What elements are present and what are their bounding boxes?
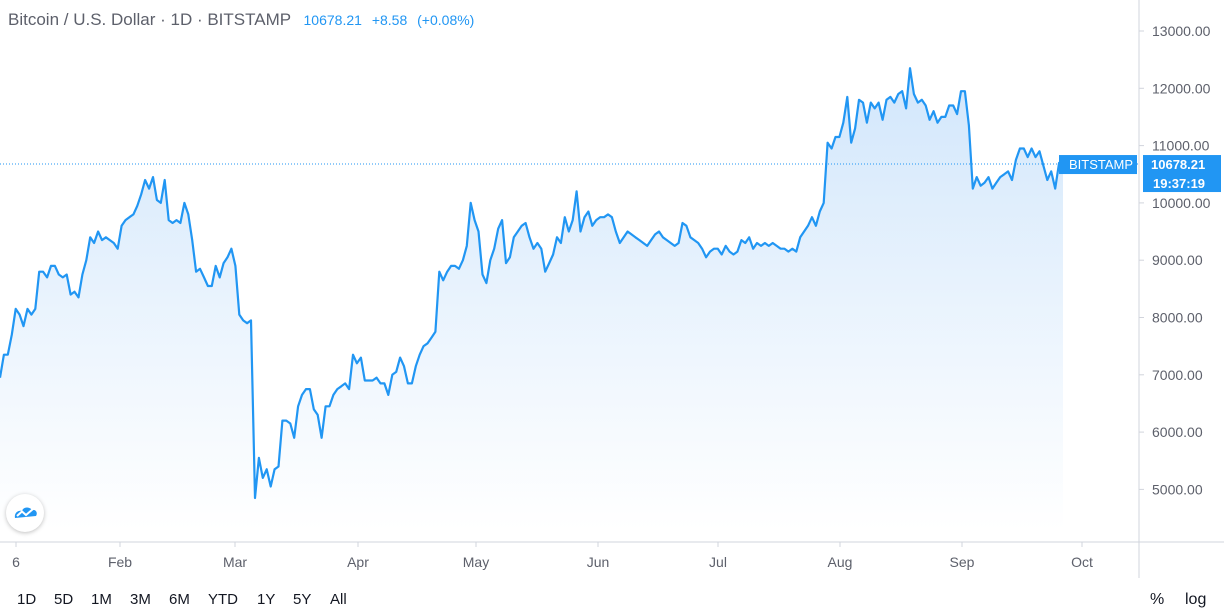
y-tick-label: 5000.00 bbox=[1152, 481, 1203, 497]
y-tick-label: 9000.00 bbox=[1152, 252, 1203, 268]
chart-legend: Bitcoin / U.S. Dollar · 1D · BITSTAMP 10… bbox=[8, 10, 480, 30]
range-5y-button[interactable]: 5Y bbox=[293, 591, 312, 608]
x-tick-label: Feb bbox=[108, 554, 132, 570]
symbol-title[interactable]: Bitcoin / U.S. Dollar · 1D · BITSTAMP bbox=[8, 10, 291, 29]
log-scale-button[interactable]: log bbox=[1185, 591, 1207, 608]
price-change-percent: (+0.08%) bbox=[417, 12, 475, 28]
quote-values: 10678.21 +8.58 (+0.08%) bbox=[304, 12, 481, 28]
tradingview-logo[interactable] bbox=[6, 494, 44, 532]
range-3m-button[interactable]: 3M bbox=[130, 591, 151, 608]
range-5d-button[interactable]: 5D bbox=[54, 591, 74, 608]
range-ytd-button[interactable]: YTD bbox=[208, 591, 238, 608]
x-tick-label: Jun bbox=[587, 554, 610, 570]
y-tick-label: 8000.00 bbox=[1152, 310, 1203, 326]
last-price: 10678.21 bbox=[303, 12, 362, 28]
y-tick-label: 11000.00 bbox=[1152, 138, 1210, 154]
x-tick-label: Oct bbox=[1071, 554, 1093, 570]
y-tick-label: 6000.00 bbox=[1152, 424, 1203, 440]
y-tick-label: 12000.00 bbox=[1152, 80, 1211, 96]
percent-scale-button[interactable]: % bbox=[1150, 591, 1165, 608]
time-axis[interactable]: 6 Feb Mar Apr May Jun Jul Aug Sep Oct bbox=[12, 542, 1093, 570]
price-axis[interactable]: 13000.00 12000.00 11000.00 10000.00 9000.00 8… bbox=[1139, 23, 1211, 497]
x-tick-label: 6 bbox=[12, 554, 20, 570]
price-area-fill bbox=[0, 68, 1063, 530]
symbol-tag-label: BITSTAMP bbox=[1069, 157, 1133, 172]
x-tick-label: May bbox=[463, 554, 489, 570]
x-tick-label: Aug bbox=[828, 554, 853, 570]
range-1m-button[interactable]: 1M bbox=[91, 591, 112, 608]
range-toolbar: 1D 5D 1M 3M 6M YTD 1Y 5Y All % log bbox=[0, 578, 1224, 613]
cloud-chart-icon bbox=[14, 507, 37, 518]
price-change: +8.58 bbox=[371, 12, 408, 28]
symbol-price-tag: BITSTAMP bbox=[1059, 155, 1137, 175]
y-tick-label: 13000.00 bbox=[1152, 23, 1211, 39]
y-tick-label: 7000.00 bbox=[1152, 367, 1203, 383]
range-all-button[interactable]: All bbox=[330, 591, 347, 608]
y-tick-label: 10000.00 bbox=[1152, 195, 1211, 211]
x-tick-label: Sep bbox=[950, 554, 975, 570]
range-1y-button[interactable]: 1Y bbox=[257, 591, 276, 608]
bar-countdown: 19:37:19 bbox=[1153, 176, 1205, 191]
last-price-value: 10678.21 bbox=[1151, 157, 1205, 172]
price-series-line bbox=[0, 67, 1064, 500]
x-tick-label: Mar bbox=[223, 554, 247, 570]
x-tick-label: Apr bbox=[347, 554, 369, 570]
last-price-tag: 10678.21 19:37:19 bbox=[1143, 155, 1221, 193]
x-tick-label: Jul bbox=[709, 554, 727, 570]
range-6m-button[interactable]: 6M bbox=[169, 591, 190, 608]
range-1d-button[interactable]: 1D bbox=[17, 591, 37, 608]
